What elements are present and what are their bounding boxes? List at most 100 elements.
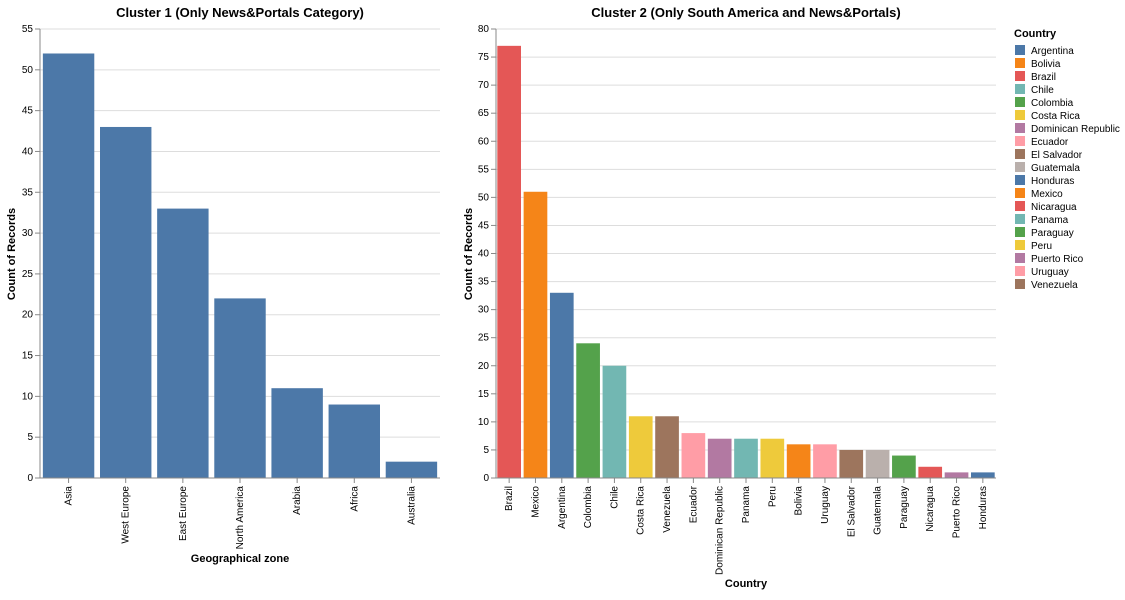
legend-item-label: Uruguay xyxy=(1031,267,1069,278)
legend-item-label: Argentina xyxy=(1031,46,1074,57)
chart1-x-tick-label: West Europe xyxy=(121,486,132,544)
chart2-bar xyxy=(707,438,732,478)
legend-swatch xyxy=(1015,201,1025,211)
chart2-x-tick-label: Guatemala xyxy=(873,486,884,535)
chart2-y-tick-label: 25 xyxy=(478,333,490,344)
chart1-x-tick-label: Arabia xyxy=(292,486,303,515)
chart2-bar xyxy=(839,449,864,478)
legend-swatch xyxy=(1015,279,1025,289)
chart1-y-tick-label: 20 xyxy=(22,310,34,321)
legend-swatch xyxy=(1015,240,1025,250)
chart1-bar xyxy=(214,298,266,478)
legend-swatch xyxy=(1015,227,1025,237)
chart2-y-tick-label: 55 xyxy=(478,164,490,175)
legend-item-label: Paraguay xyxy=(1031,228,1074,239)
legend-swatch xyxy=(1015,97,1025,107)
chart2-bar xyxy=(497,45,521,479)
chart2-y-tick-label: 60 xyxy=(478,136,490,147)
chart2-bar xyxy=(892,455,916,478)
chart1-y-tick-label: 15 xyxy=(22,351,34,362)
chart2-y-tick-label: 80 xyxy=(478,24,490,35)
chart1-y-tick-label: 30 xyxy=(22,228,34,239)
chart1-y-tick-label: 35 xyxy=(22,187,34,198)
chart2-x-tick-label: Dominican Republic xyxy=(715,486,726,575)
chart2-y-tick-label: 45 xyxy=(478,220,490,231)
chart2-y-tick-label: 30 xyxy=(478,305,490,316)
chart2-y-tick-label: 70 xyxy=(478,80,490,91)
chart1-bar xyxy=(42,53,95,479)
chart1-y-tick-label: 40 xyxy=(22,146,34,157)
chart2-title: Cluster 2 (Only South America and News&P… xyxy=(591,5,900,20)
chart2-x-tick-label: Argentina xyxy=(557,486,568,529)
legend-swatch xyxy=(1015,188,1025,198)
legend-item-label: Nicaragua xyxy=(1031,202,1077,213)
legend-item-label: El Salvador xyxy=(1031,150,1083,161)
chart1-bar xyxy=(100,126,152,479)
chart2-y-tick-label: 20 xyxy=(478,361,490,372)
chart2-bar xyxy=(549,292,574,478)
chart2-x-tick-label: Mexico xyxy=(530,486,541,518)
chart2-y-tick-label: 65 xyxy=(478,108,490,119)
chart2-x-tick-label: Nicaragua xyxy=(925,486,936,532)
chart1-bar xyxy=(385,461,438,478)
chart2-y-tick-label: 50 xyxy=(478,192,490,203)
legend-item-label: Dominican Republic xyxy=(1031,124,1120,135)
chart2-bar xyxy=(602,365,627,478)
chart2-x-tick-label: Ecuador xyxy=(688,485,699,523)
chart2-bar xyxy=(918,466,943,478)
chart2-x-tick-label: Bolivia xyxy=(794,486,805,516)
legend-swatch xyxy=(1015,58,1025,68)
legend-swatch xyxy=(1015,214,1025,224)
legend-swatch xyxy=(1015,84,1025,94)
chart2-y-tick-label: 40 xyxy=(478,249,490,260)
legend-swatch xyxy=(1015,136,1025,146)
chart2-x-tick-label: Costa Rica xyxy=(636,486,647,535)
chart2-x-tick-label: Venezuela xyxy=(662,486,673,533)
chart2-x-tick-label: El Salvador xyxy=(846,485,857,537)
chart2-y-tick-label: 75 xyxy=(478,52,490,63)
chart2-x-tick-label: Paraguay xyxy=(899,486,910,529)
legend-item-label: Venezuela xyxy=(1031,280,1078,291)
legend-swatch xyxy=(1015,149,1025,159)
legend-item-label: Ecuador xyxy=(1031,137,1069,148)
chart2-x-tick-label: Brazil xyxy=(504,486,515,511)
chart2-x-tick-label: Uruguay xyxy=(820,486,831,524)
chart2-x-tick-label: Chile xyxy=(609,486,620,509)
chart2-y-tick-label: 10 xyxy=(478,417,490,428)
chart1-x-axis-title: Geographical zone xyxy=(191,553,289,565)
legend-swatch xyxy=(1015,175,1025,185)
legend-swatch xyxy=(1015,266,1025,276)
chart2-y-tick-label: 0 xyxy=(483,473,489,484)
legend-item-label: Peru xyxy=(1031,241,1052,252)
chart1-y-axis-title: Count of Records xyxy=(6,208,18,300)
legend-swatch xyxy=(1015,123,1025,133)
chart2-y-tick-label: 35 xyxy=(478,277,490,288)
legend-item-label: Chile xyxy=(1031,85,1054,96)
chart2-bar xyxy=(865,449,890,478)
chart2-bar xyxy=(523,191,548,478)
chart2-bar xyxy=(628,416,653,478)
chart1-bar xyxy=(271,388,323,478)
chart2-x-tick-label: Honduras xyxy=(978,486,989,529)
legend-swatch xyxy=(1015,110,1025,120)
legend-item-label: Costa Rica xyxy=(1031,111,1080,122)
legend-swatch xyxy=(1015,71,1025,81)
legend-swatch xyxy=(1015,253,1025,263)
chart1-y-tick-label: 25 xyxy=(22,269,34,280)
chart2-bar xyxy=(576,343,600,478)
chart1-y-tick-label: 10 xyxy=(22,391,34,402)
chart1-bar xyxy=(157,208,209,478)
legend-item-label: Bolivia xyxy=(1031,59,1061,70)
chart1-y-tick-label: 55 xyxy=(22,24,34,35)
chart2-bar xyxy=(760,438,785,478)
legend-item-label: Mexico xyxy=(1031,189,1063,200)
chart2-y-axis-title: Count of Records xyxy=(463,208,475,300)
chart2-y-tick-label: 5 xyxy=(483,445,489,456)
legend-item-label: Panama xyxy=(1031,215,1069,226)
legend-item-label: Colombia xyxy=(1031,98,1074,109)
chart2-x-tick-label: Peru xyxy=(767,486,778,507)
chart2-x-tick-label: Puerto Rico xyxy=(952,486,963,539)
chart2-x-tick-label: Panama xyxy=(741,486,752,524)
chart1-title: Cluster 1 (Only News&Portals Category) xyxy=(116,5,364,20)
